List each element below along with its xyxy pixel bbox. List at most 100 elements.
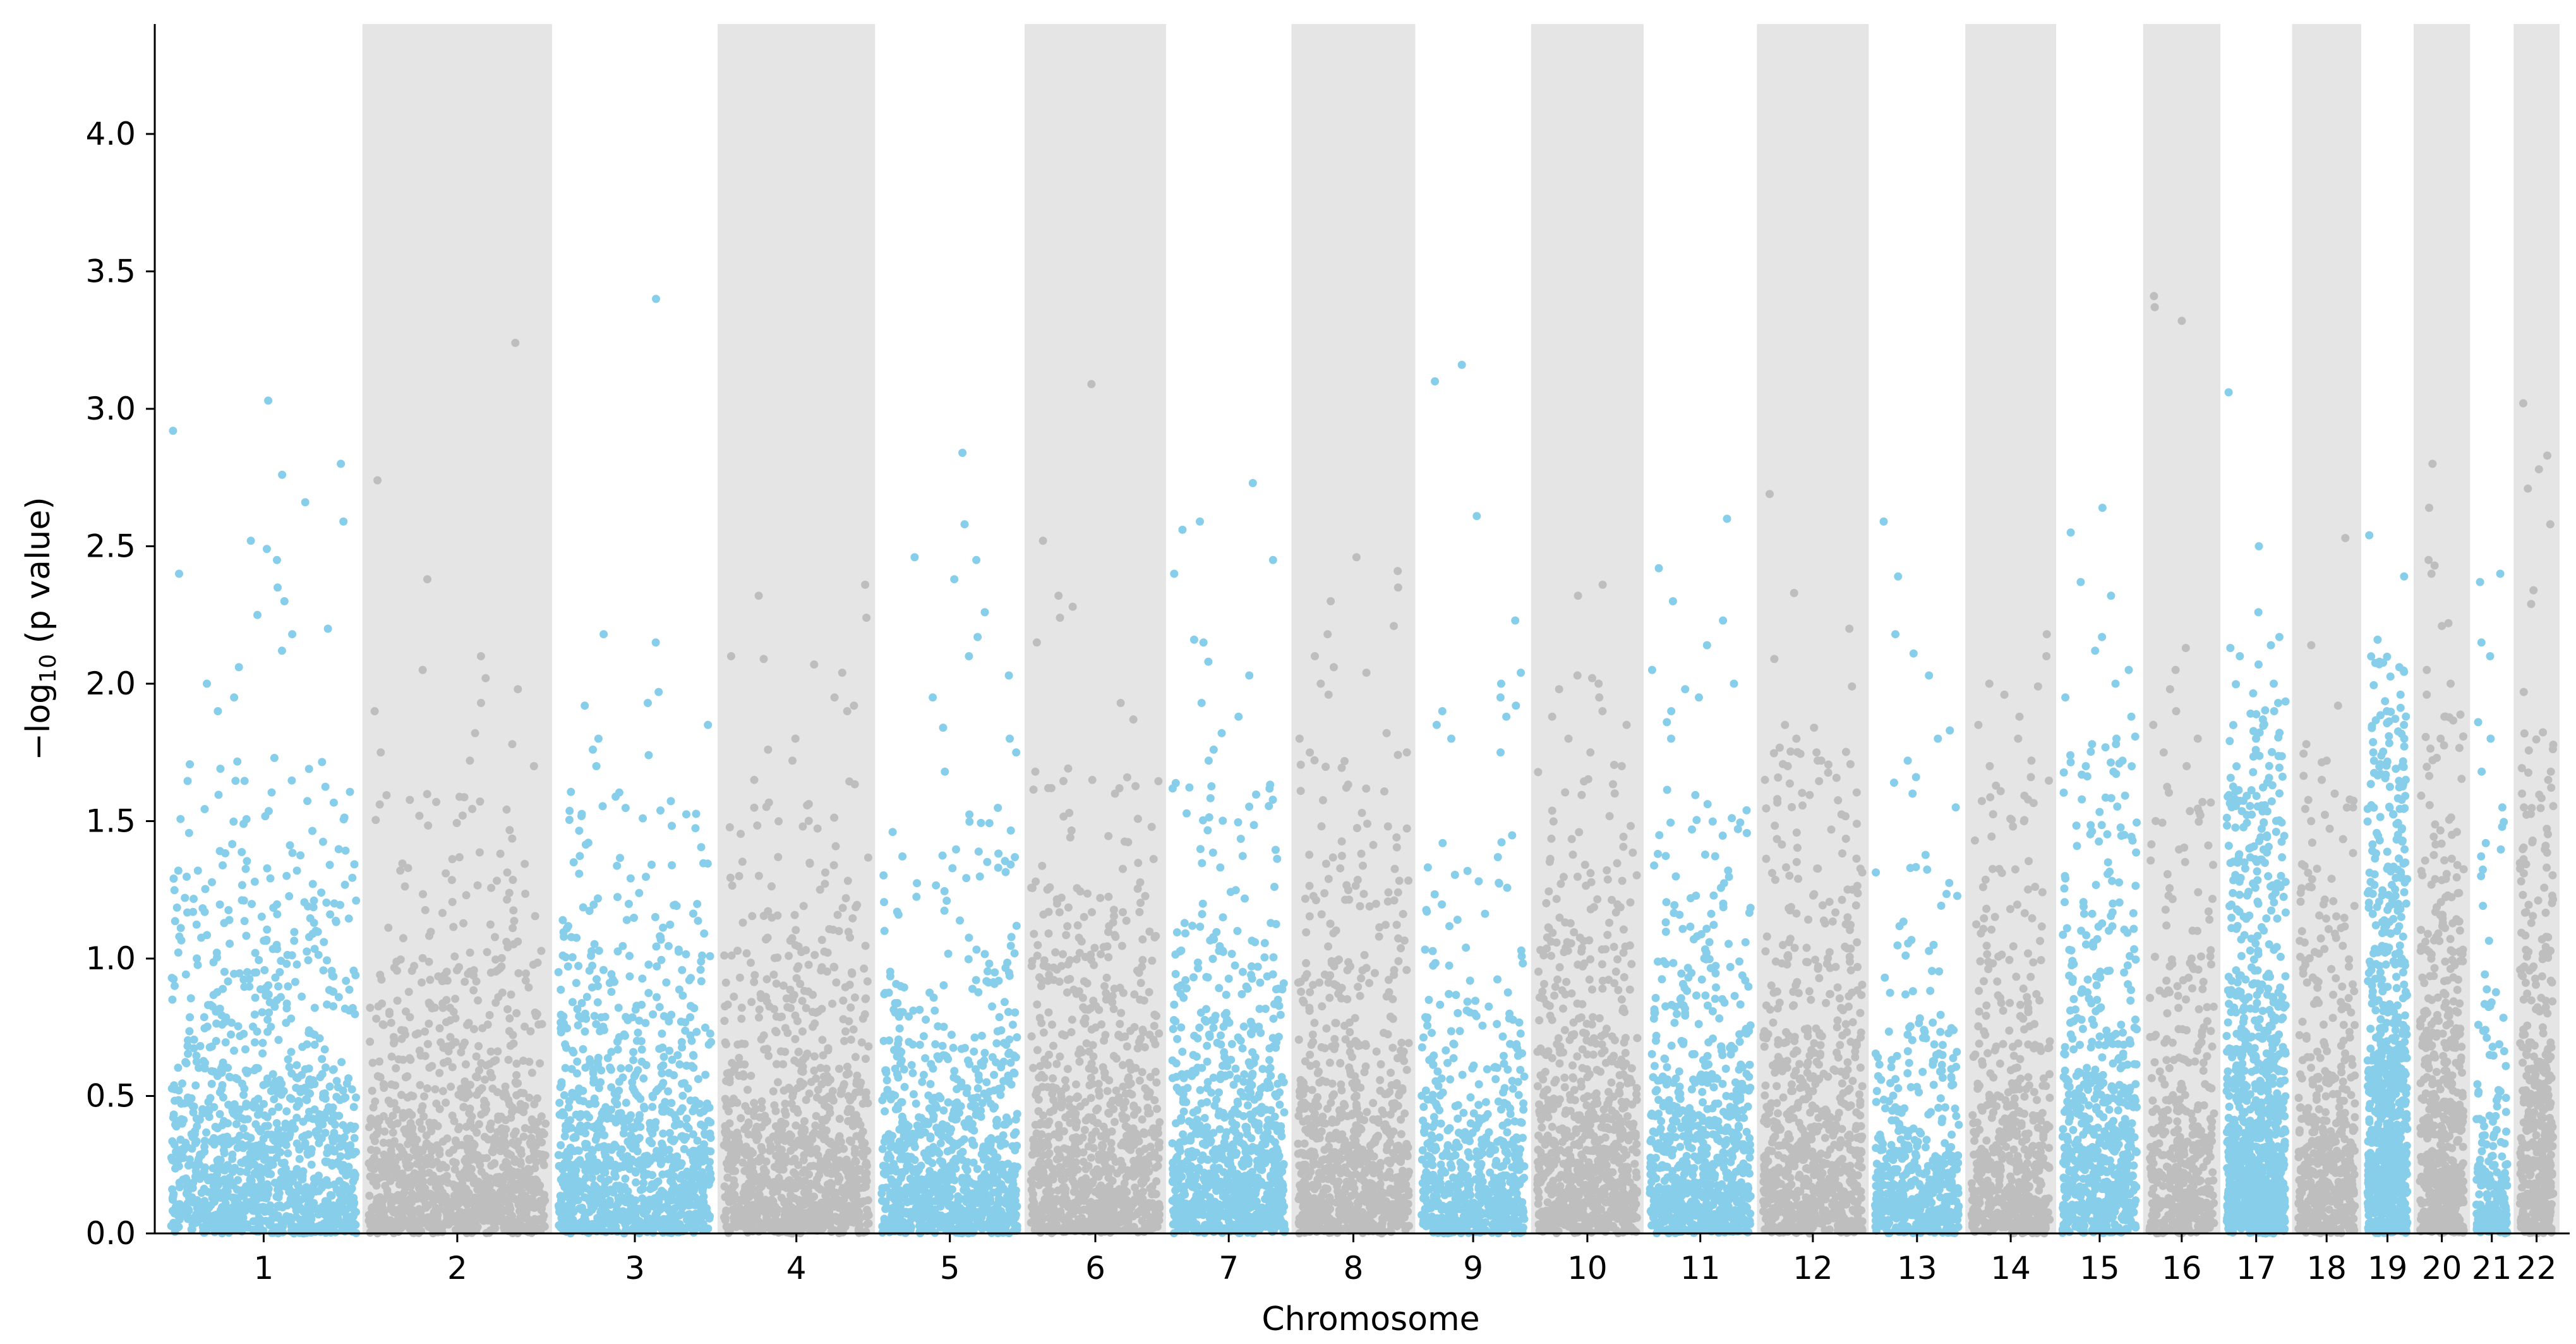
data-point — [670, 1071, 678, 1080]
data-point — [213, 1170, 221, 1178]
data-point — [368, 1203, 376, 1212]
data-point — [832, 978, 841, 987]
data-point — [675, 1060, 684, 1069]
data-point — [557, 985, 565, 994]
data-point — [299, 1208, 308, 1216]
data-point — [726, 873, 735, 882]
data-point — [701, 1130, 709, 1139]
data-point — [313, 1177, 322, 1185]
data-point — [680, 1145, 689, 1153]
data-point — [623, 1015, 632, 1024]
data-point — [631, 1208, 640, 1217]
data-point — [399, 1113, 407, 1122]
data-point — [836, 1159, 844, 1168]
data-point — [621, 1031, 629, 1040]
data-point — [364, 1123, 373, 1132]
data-point — [822, 1103, 831, 1111]
data-point — [282, 1141, 291, 1149]
data-point — [348, 873, 357, 882]
data-point — [756, 990, 765, 998]
peak-point — [274, 583, 282, 592]
data-point — [219, 1207, 227, 1216]
data-point — [346, 1141, 355, 1149]
data-point — [192, 920, 201, 929]
data-point — [460, 1186, 468, 1195]
data-point — [432, 1158, 441, 1166]
data-point — [770, 1101, 779, 1110]
data-point — [804, 1187, 812, 1196]
data-point — [303, 947, 311, 956]
data-point — [652, 942, 661, 951]
data-point — [460, 978, 469, 986]
data-point — [614, 1003, 623, 1012]
data-point — [750, 1175, 759, 1184]
data-point — [475, 848, 484, 857]
data-point — [200, 805, 209, 813]
data-point — [314, 950, 323, 959]
data-point — [338, 1187, 347, 1196]
peak-point — [791, 734, 800, 743]
data-point — [339, 815, 348, 824]
data-point — [939, 981, 948, 990]
data-point — [207, 1137, 216, 1146]
data-point — [240, 1084, 249, 1093]
data-point — [453, 1141, 462, 1150]
data-point — [1004, 1050, 1013, 1058]
data-point — [840, 1037, 848, 1045]
data-point — [285, 892, 294, 900]
data-point — [828, 1000, 837, 1008]
data-point — [228, 1154, 237, 1163]
data-point — [442, 996, 451, 1005]
data-point — [219, 1146, 228, 1154]
data-point — [759, 1165, 768, 1173]
peak-point — [861, 580, 870, 589]
data-point — [652, 1151, 661, 1160]
data-point — [375, 800, 384, 809]
data-point — [634, 1157, 643, 1166]
data-point — [659, 1053, 668, 1062]
data-point — [416, 1081, 424, 1089]
data-point — [248, 900, 256, 909]
data-point — [804, 960, 813, 969]
data-point — [317, 888, 326, 897]
data-point — [458, 811, 467, 820]
data-point — [638, 1165, 647, 1173]
data-point — [200, 1013, 208, 1022]
data-point — [763, 1200, 772, 1209]
data-point — [605, 1209, 613, 1218]
data-point — [182, 1059, 191, 1068]
data-point — [878, 1184, 887, 1192]
data-point — [891, 1064, 900, 1073]
data-point — [446, 1032, 455, 1041]
data-point — [762, 802, 771, 811]
data-point — [352, 1093, 360, 1102]
data-point — [531, 1008, 539, 1017]
data-point — [263, 864, 272, 873]
data-point — [658, 1029, 666, 1038]
data-point — [176, 924, 185, 933]
data-point — [298, 1133, 307, 1142]
data-point — [771, 1202, 779, 1211]
data-point — [281, 1164, 290, 1173]
data-point — [241, 864, 250, 873]
data-point — [750, 1099, 759, 1108]
data-point — [282, 1019, 291, 1027]
data-point — [347, 1085, 356, 1094]
peak-point — [651, 638, 660, 647]
data-point — [380, 1213, 388, 1221]
data-point — [537, 1206, 546, 1214]
data-point — [769, 971, 778, 979]
data-point — [646, 1157, 654, 1166]
data-point — [282, 1004, 291, 1013]
data-point — [800, 1151, 809, 1159]
data-point — [299, 1117, 308, 1126]
data-point — [635, 1016, 644, 1025]
data-point — [802, 946, 810, 955]
data-point — [692, 1027, 701, 1036]
data-point — [979, 1142, 988, 1151]
data-point — [337, 1058, 346, 1067]
data-point — [586, 1055, 594, 1063]
data-point — [613, 1100, 622, 1109]
data-point — [457, 1093, 466, 1101]
data-point — [280, 1131, 289, 1140]
